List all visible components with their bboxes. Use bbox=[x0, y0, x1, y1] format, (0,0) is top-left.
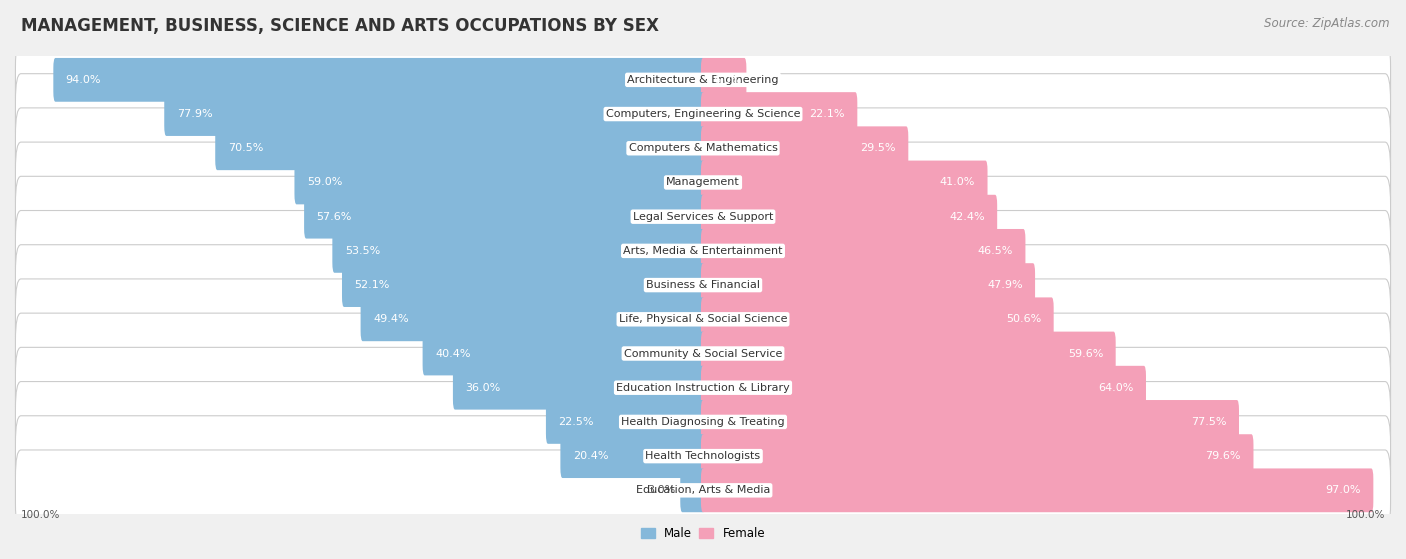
FancyBboxPatch shape bbox=[681, 468, 704, 512]
FancyBboxPatch shape bbox=[702, 92, 858, 136]
Text: 77.9%: 77.9% bbox=[177, 109, 212, 119]
Text: 59.6%: 59.6% bbox=[1069, 348, 1104, 358]
Text: 41.0%: 41.0% bbox=[939, 177, 976, 187]
Text: 79.6%: 79.6% bbox=[1205, 451, 1241, 461]
Text: 57.6%: 57.6% bbox=[316, 212, 352, 222]
FancyBboxPatch shape bbox=[702, 126, 908, 170]
Text: Management: Management bbox=[666, 177, 740, 187]
FancyBboxPatch shape bbox=[15, 450, 1391, 530]
FancyBboxPatch shape bbox=[15, 416, 1391, 496]
FancyBboxPatch shape bbox=[332, 229, 704, 273]
FancyBboxPatch shape bbox=[561, 434, 704, 478]
FancyBboxPatch shape bbox=[215, 126, 704, 170]
FancyBboxPatch shape bbox=[702, 400, 1239, 444]
Text: 46.5%: 46.5% bbox=[977, 246, 1012, 256]
FancyBboxPatch shape bbox=[360, 297, 704, 341]
Text: 36.0%: 36.0% bbox=[465, 383, 501, 393]
FancyBboxPatch shape bbox=[15, 279, 1391, 359]
Text: Community & Social Service: Community & Social Service bbox=[624, 348, 782, 358]
Text: 47.9%: 47.9% bbox=[987, 280, 1022, 290]
FancyBboxPatch shape bbox=[165, 92, 704, 136]
Text: 22.5%: 22.5% bbox=[558, 417, 593, 427]
FancyBboxPatch shape bbox=[15, 313, 1391, 394]
Text: 29.5%: 29.5% bbox=[860, 143, 896, 153]
Text: 3.0%: 3.0% bbox=[647, 485, 675, 495]
FancyBboxPatch shape bbox=[342, 263, 704, 307]
FancyBboxPatch shape bbox=[15, 382, 1391, 462]
Text: 20.4%: 20.4% bbox=[572, 451, 609, 461]
Text: 40.4%: 40.4% bbox=[434, 348, 471, 358]
Text: Architecture & Engineering: Architecture & Engineering bbox=[627, 75, 779, 85]
Text: 53.5%: 53.5% bbox=[344, 246, 380, 256]
Text: 52.1%: 52.1% bbox=[354, 280, 389, 290]
Text: 100.0%: 100.0% bbox=[1346, 510, 1385, 520]
FancyBboxPatch shape bbox=[702, 263, 1035, 307]
FancyBboxPatch shape bbox=[546, 400, 704, 444]
Text: 70.5%: 70.5% bbox=[228, 143, 263, 153]
FancyBboxPatch shape bbox=[702, 195, 997, 239]
Text: MANAGEMENT, BUSINESS, SCIENCE AND ARTS OCCUPATIONS BY SEX: MANAGEMENT, BUSINESS, SCIENCE AND ARTS O… bbox=[21, 17, 659, 35]
Text: Legal Services & Support: Legal Services & Support bbox=[633, 212, 773, 222]
Text: 50.6%: 50.6% bbox=[1007, 314, 1042, 324]
Text: 42.4%: 42.4% bbox=[949, 212, 984, 222]
FancyBboxPatch shape bbox=[15, 176, 1391, 257]
FancyBboxPatch shape bbox=[702, 468, 1374, 512]
FancyBboxPatch shape bbox=[702, 331, 1116, 376]
FancyBboxPatch shape bbox=[702, 297, 1053, 341]
Text: Arts, Media & Entertainment: Arts, Media & Entertainment bbox=[623, 246, 783, 256]
Text: 6.0%: 6.0% bbox=[713, 75, 741, 85]
Text: 77.5%: 77.5% bbox=[1191, 417, 1226, 427]
FancyBboxPatch shape bbox=[702, 366, 1146, 410]
FancyBboxPatch shape bbox=[53, 58, 704, 102]
FancyBboxPatch shape bbox=[15, 74, 1391, 154]
Legend: Male, Female: Male, Female bbox=[636, 523, 770, 545]
Text: Business & Financial: Business & Financial bbox=[645, 280, 761, 290]
Text: Education Instruction & Library: Education Instruction & Library bbox=[616, 383, 790, 393]
Text: 64.0%: 64.0% bbox=[1098, 383, 1133, 393]
Text: 94.0%: 94.0% bbox=[66, 75, 101, 85]
Text: Source: ZipAtlas.com: Source: ZipAtlas.com bbox=[1264, 17, 1389, 30]
FancyBboxPatch shape bbox=[15, 245, 1391, 325]
FancyBboxPatch shape bbox=[423, 331, 704, 376]
Text: Life, Physical & Social Science: Life, Physical & Social Science bbox=[619, 314, 787, 324]
Text: 22.1%: 22.1% bbox=[810, 109, 845, 119]
FancyBboxPatch shape bbox=[702, 160, 987, 205]
FancyBboxPatch shape bbox=[702, 434, 1254, 478]
FancyBboxPatch shape bbox=[15, 211, 1391, 291]
FancyBboxPatch shape bbox=[15, 108, 1391, 188]
FancyBboxPatch shape bbox=[15, 347, 1391, 428]
FancyBboxPatch shape bbox=[294, 160, 704, 205]
Text: 100.0%: 100.0% bbox=[21, 510, 60, 520]
Text: Health Technologists: Health Technologists bbox=[645, 451, 761, 461]
FancyBboxPatch shape bbox=[304, 195, 704, 239]
Text: 97.0%: 97.0% bbox=[1326, 485, 1361, 495]
Text: Health Diagnosing & Treating: Health Diagnosing & Treating bbox=[621, 417, 785, 427]
Text: Computers & Mathematics: Computers & Mathematics bbox=[628, 143, 778, 153]
Text: 49.4%: 49.4% bbox=[373, 314, 409, 324]
FancyBboxPatch shape bbox=[453, 366, 704, 410]
FancyBboxPatch shape bbox=[702, 229, 1025, 273]
FancyBboxPatch shape bbox=[15, 142, 1391, 223]
Text: Education, Arts & Media: Education, Arts & Media bbox=[636, 485, 770, 495]
FancyBboxPatch shape bbox=[15, 40, 1391, 120]
Text: 59.0%: 59.0% bbox=[307, 177, 342, 187]
Text: Computers, Engineering & Science: Computers, Engineering & Science bbox=[606, 109, 800, 119]
FancyBboxPatch shape bbox=[702, 58, 747, 102]
